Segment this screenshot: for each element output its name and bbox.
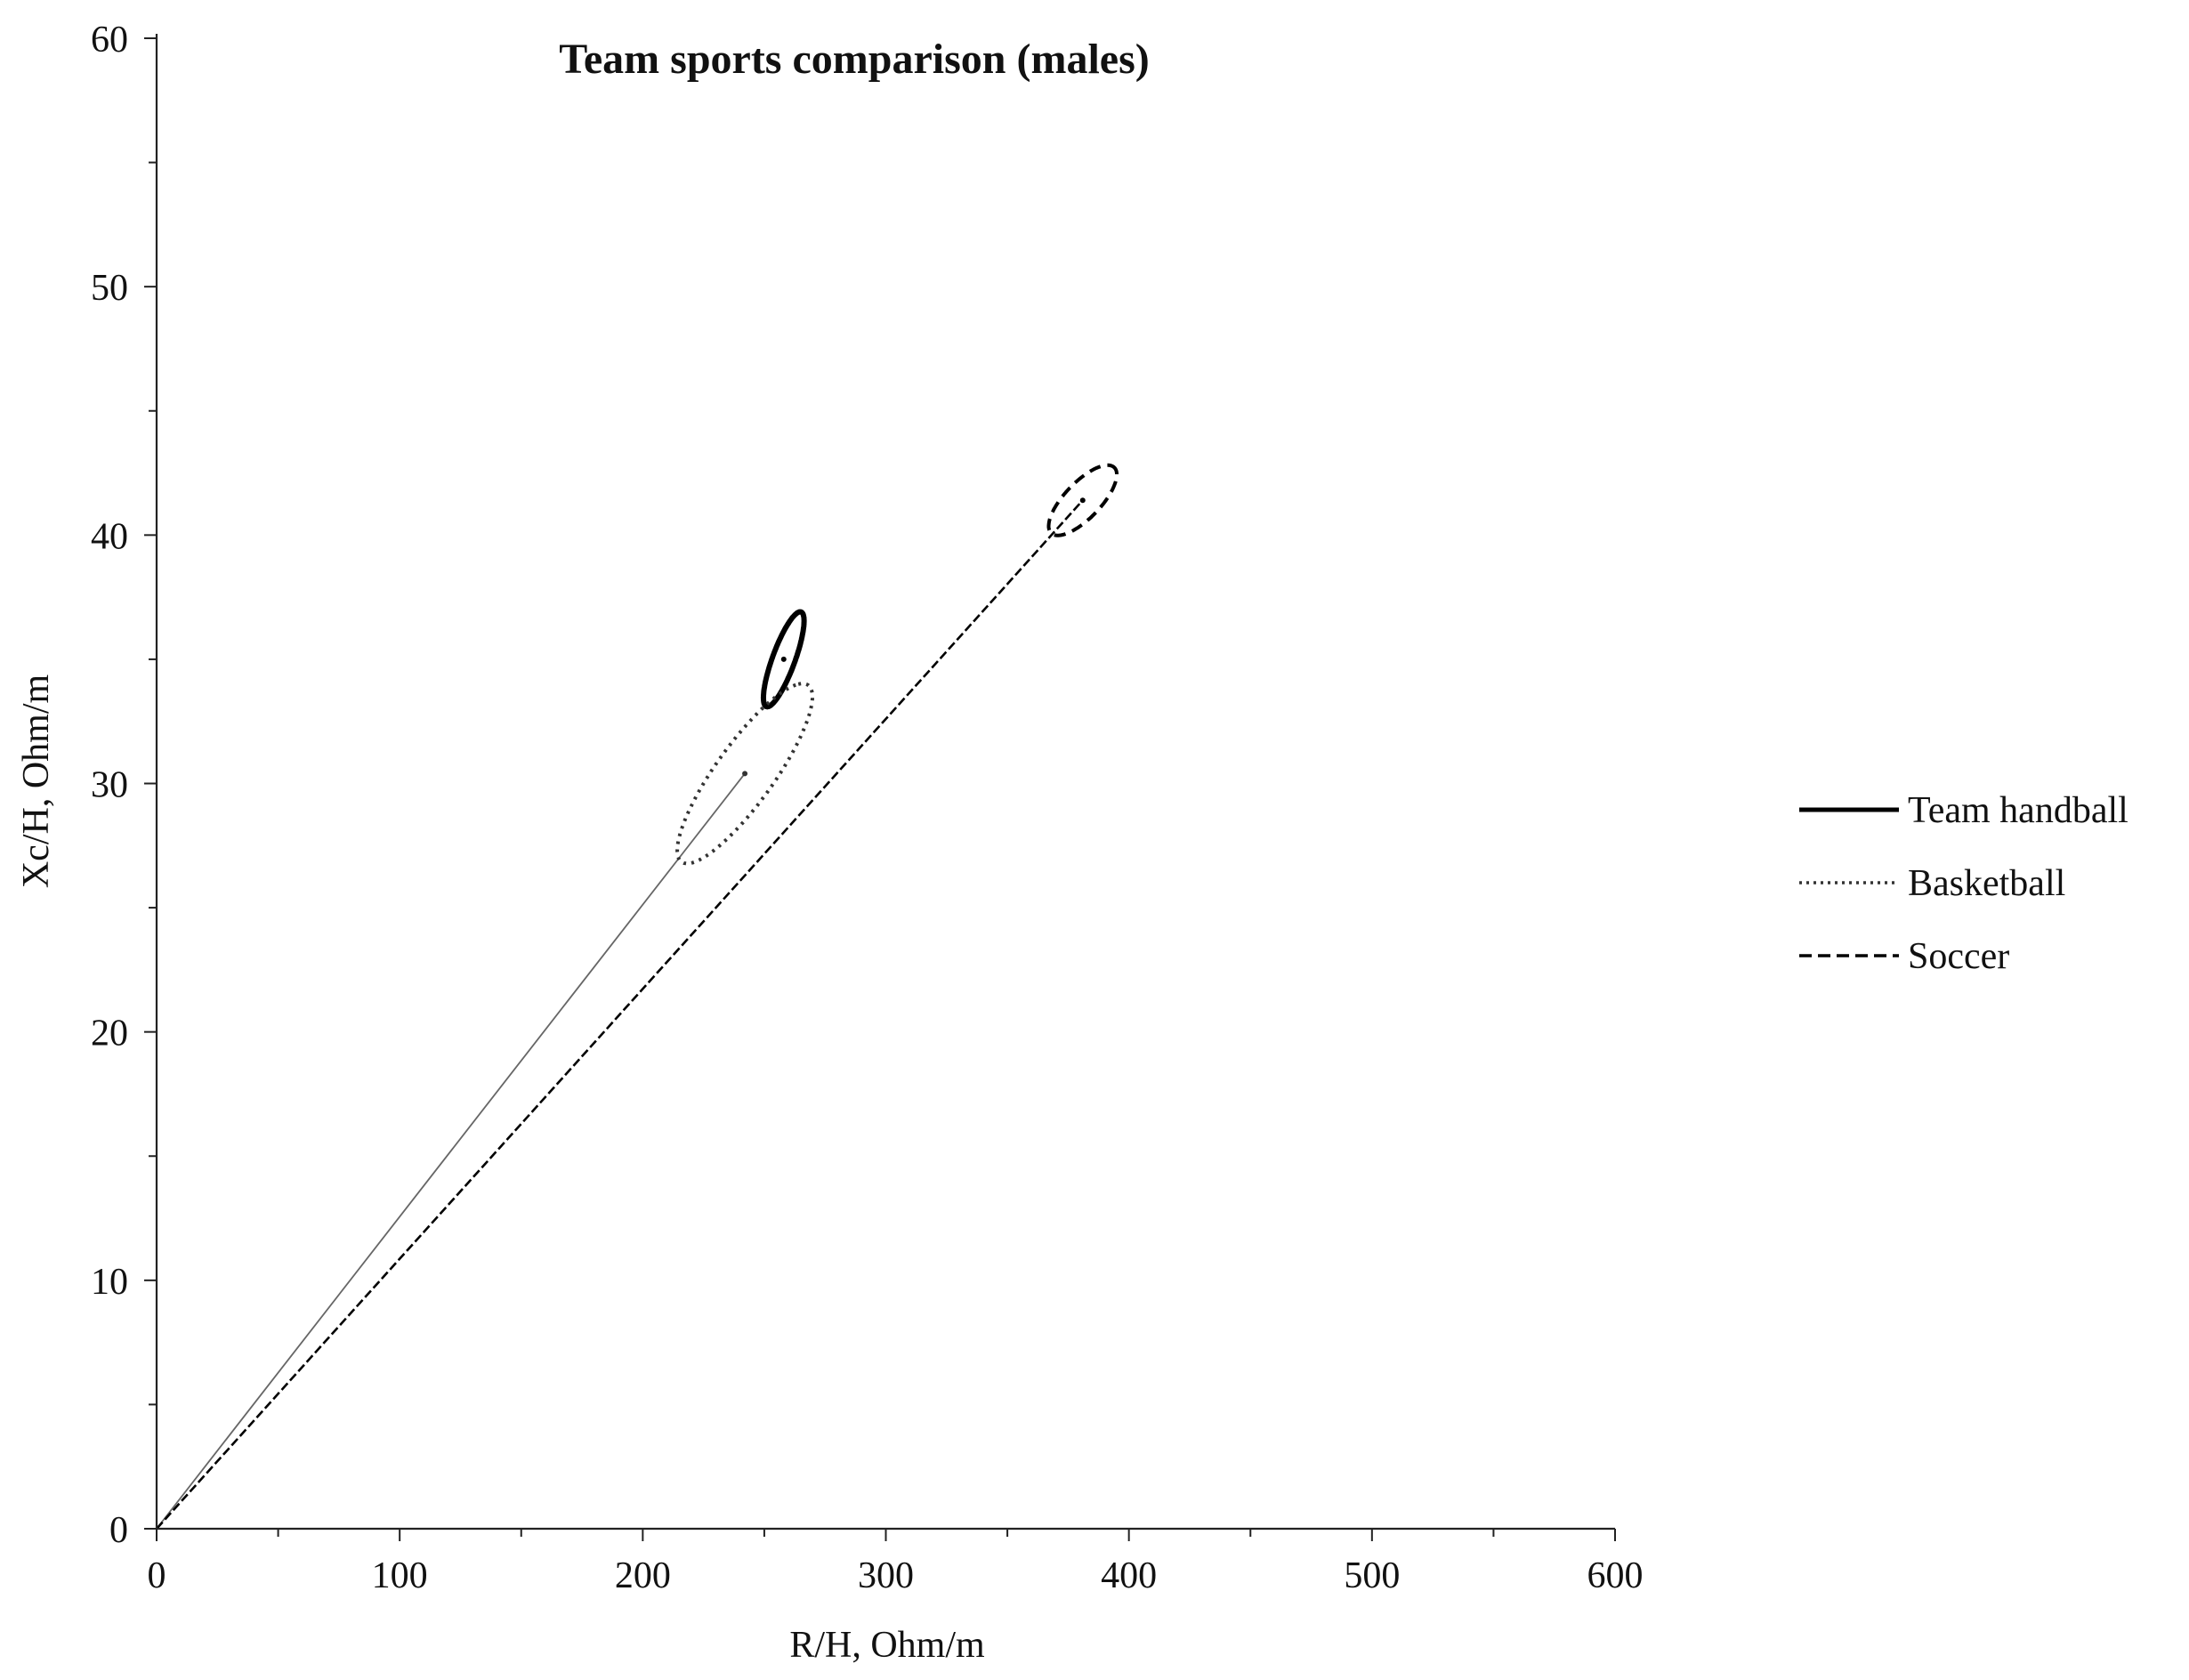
legend-label-basketball: Basketball [1908,863,2065,904]
x-axis-title: R/H, Ohm/m [789,1625,985,1666]
soccer-vector [156,499,1084,1530]
soccer-mean-point [1079,497,1086,504]
x-tick-label: 600 [1587,1555,1644,1596]
x-tick-label: 300 [858,1555,914,1596]
y-axis-title: Xc/H, Ohm/m [16,674,57,889]
x-tick-label: 100 [372,1555,428,1596]
team-handball-mean-point [780,656,787,662]
x-tick-label: 400 [1101,1555,1157,1596]
legend-label-team-handball: Team handball [1908,790,2128,831]
axes: 0 100 200 300 400 500 600 0 10 20 30 40 50 60 [91,20,1644,1596]
x-tick-label: 200 [615,1555,671,1596]
x-tick-label: 0 [148,1555,166,1596]
team-handball-confidence-ellipse [760,609,807,710]
legend-label-soccer: Soccer [1908,936,2009,977]
soccer-confidence-ellipse [1046,463,1119,537]
basketball-mean-point [742,771,748,777]
y-tick-label: 0 [109,1510,128,1551]
y-tick-label: 40 [91,516,128,557]
y-tick-label: 50 [91,268,128,309]
basketball-vector [156,772,746,1530]
plot-area [156,463,1119,1530]
y-tick-label: 60 [91,20,128,61]
y-tick-label: 20 [91,1014,128,1054]
x-tick-label: 500 [1344,1555,1400,1596]
y-tick-label: 30 [91,765,128,806]
chart-title: Team sports comparison (males) [559,36,1150,83]
y-tick-label: 10 [91,1262,128,1303]
legend: Team handball Basketball Soccer [1799,790,2128,977]
basketball-confidence-ellipse [675,682,814,866]
